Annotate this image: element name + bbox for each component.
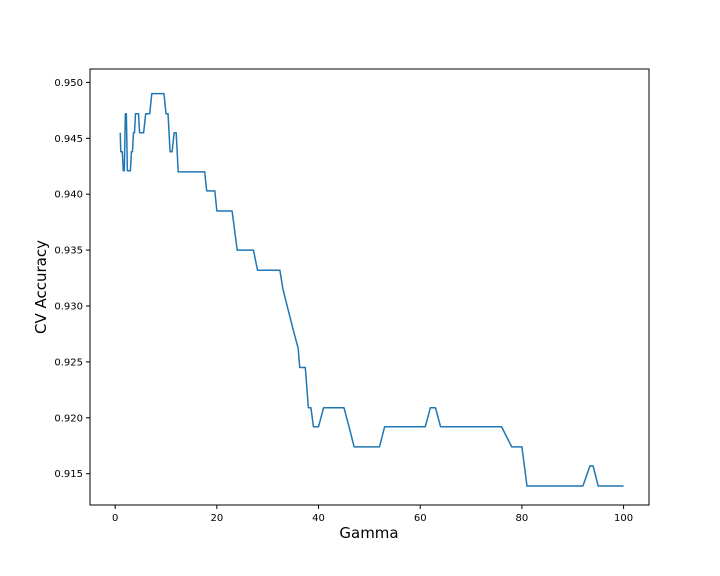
y-axis-title: CV Accuracy: [32, 240, 50, 334]
y-axis-ticks: 0.915 0.920 0.925 0.930 0.935 0.940 0.945 0.950: [54, 78, 90, 480]
plot-area: [90, 69, 649, 505]
y-tick-label: 0.940: [54, 190, 83, 201]
x-tick-label: 80: [516, 513, 529, 524]
y-tick-label: 0.920: [54, 413, 83, 424]
y-tick-label: 0.945: [54, 134, 83, 145]
x-axis-title: Gamma: [339, 524, 398, 542]
x-tick-label: 20: [210, 513, 223, 524]
y-tick-label: 0.950: [54, 78, 83, 89]
y-tick-label: 0.930: [54, 302, 83, 313]
y-tick-label: 0.935: [54, 246, 83, 257]
y-tick-label: 0.915: [54, 469, 83, 480]
x-tick-label: 40: [312, 513, 325, 524]
axes-frame: [89, 68, 650, 506]
series-line-0: [119, 92, 624, 487]
y-tick-label: 0.925: [54, 357, 83, 368]
series-layer: [119, 92, 624, 487]
x-tick-label: 100: [614, 513, 633, 524]
x-axis-ticks: 0 20 40 60 80 100: [112, 505, 633, 524]
x-tick-label: 0: [112, 513, 118, 524]
plot-frame: [89, 68, 650, 506]
x-tick-label: 60: [414, 513, 427, 524]
